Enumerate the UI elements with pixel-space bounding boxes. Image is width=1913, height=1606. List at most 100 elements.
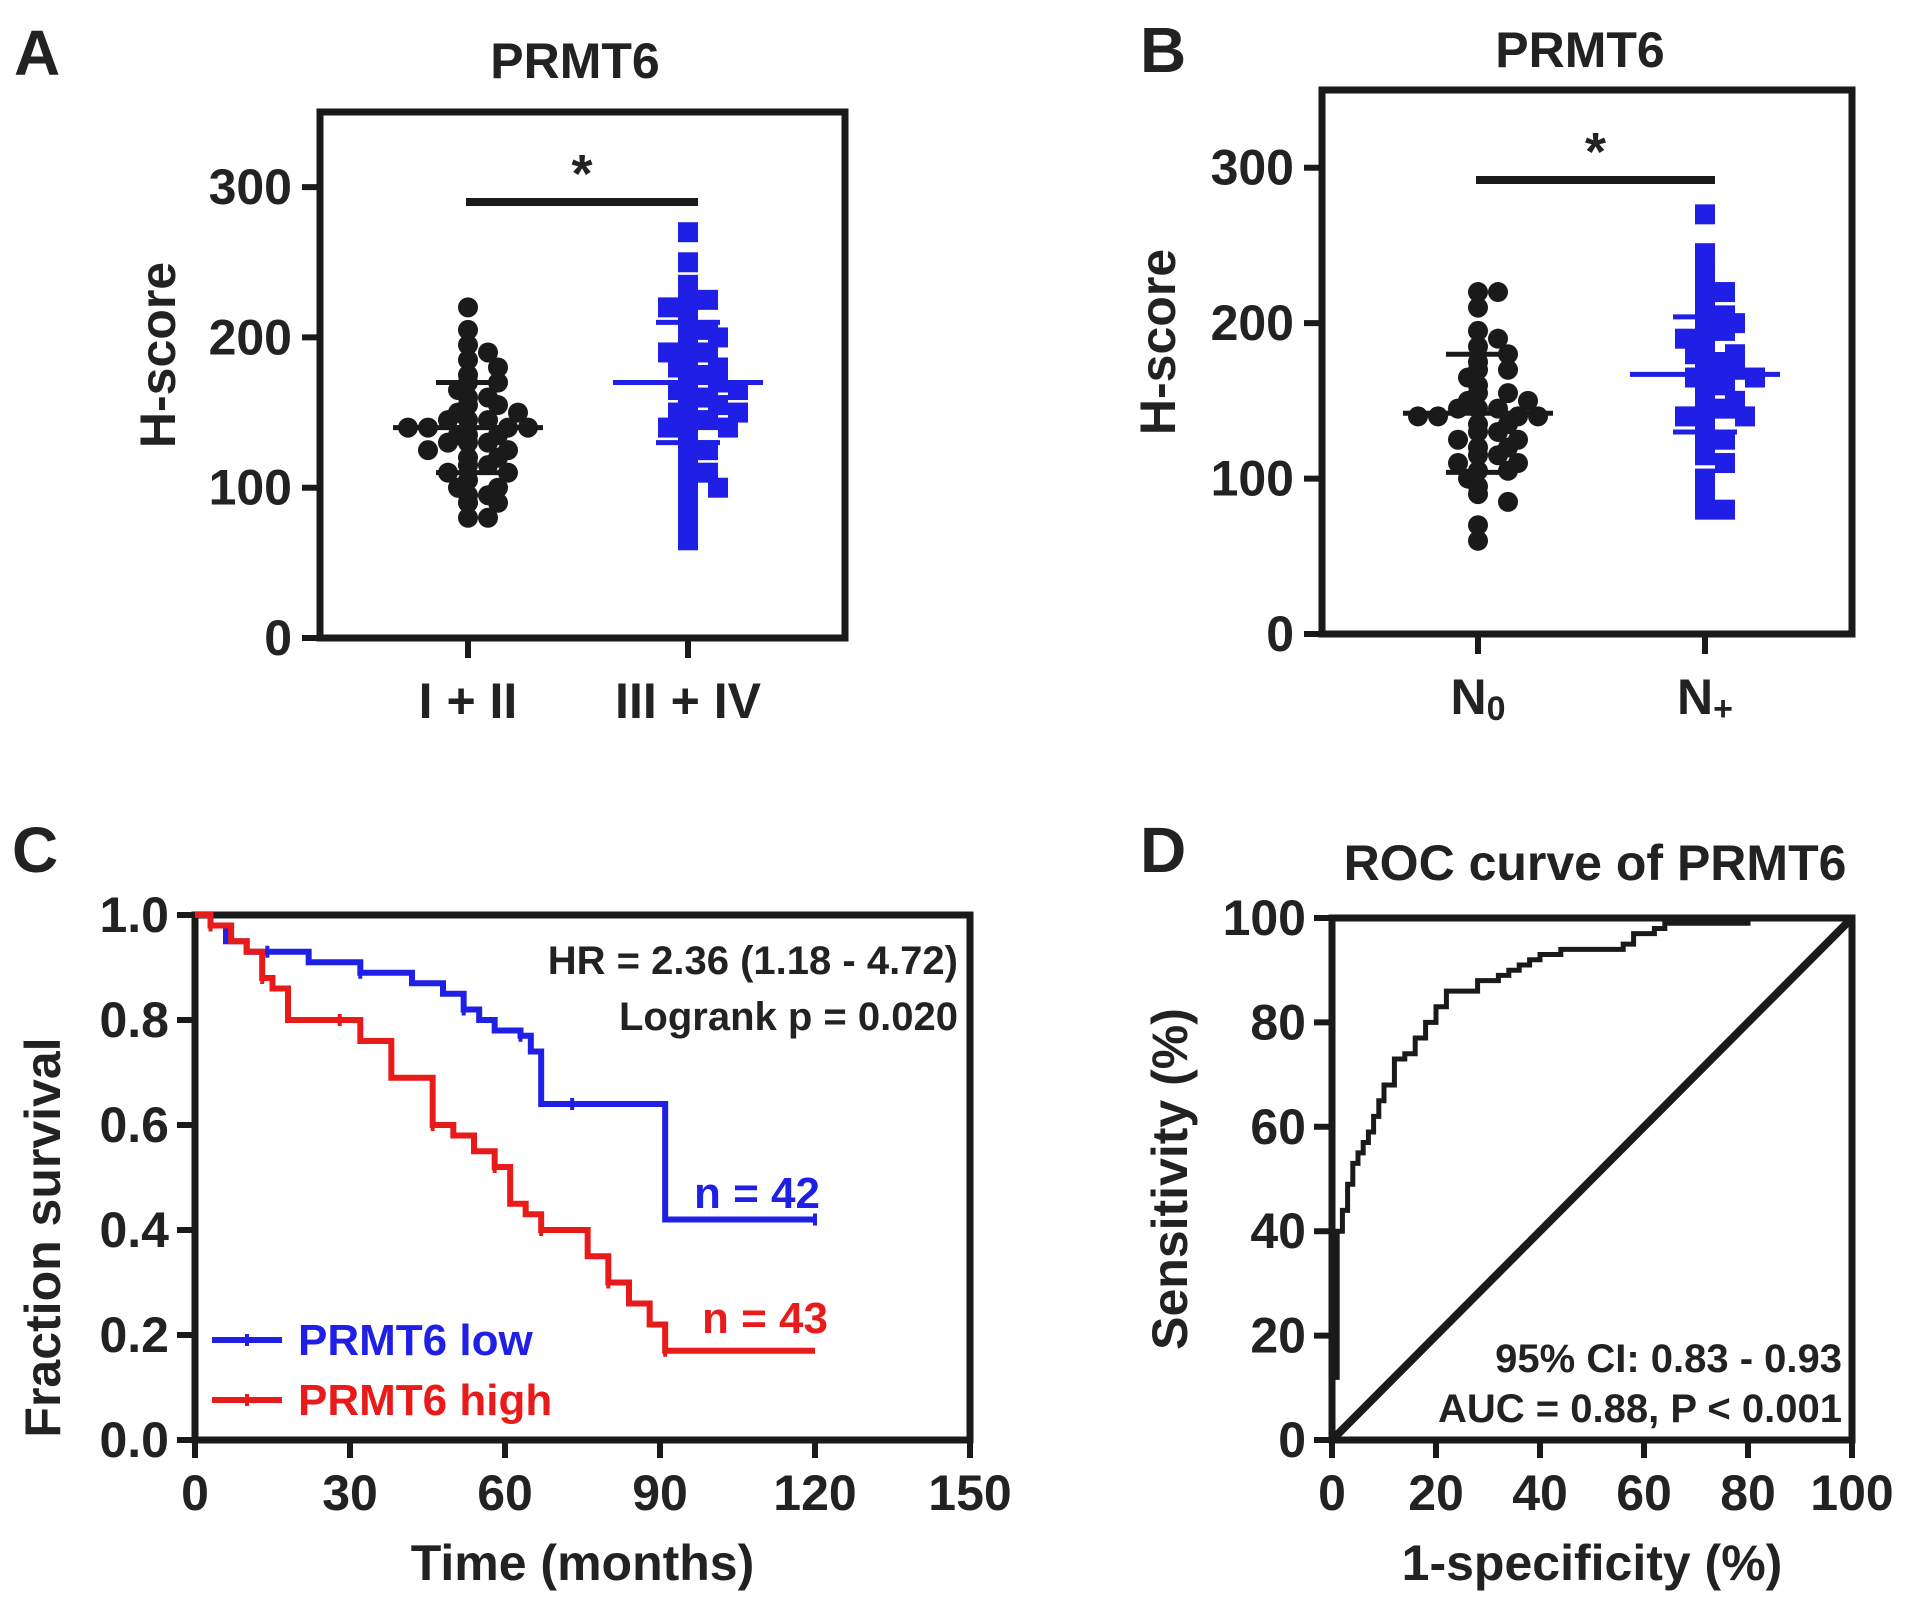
y-tick-label: 100: [1223, 890, 1306, 946]
data-point: [678, 500, 698, 521]
x-tick-label: 100: [1810, 1465, 1893, 1521]
panel-d: D ROC curve of PRMT6 0 20 40 60 80 100 0 20 40 60 80…: [1140, 814, 1894, 1591]
data-point: [458, 349, 478, 370]
data-point: [438, 432, 458, 453]
x-axis-label: 1-specificity (%): [1402, 1535, 1783, 1591]
x-tick-label: 120: [773, 1465, 856, 1521]
panel-letter: D: [1140, 814, 1186, 886]
x-tick-label: 20: [1408, 1465, 1464, 1521]
panel-title: ROC curve of PRMT6: [1344, 835, 1847, 891]
panel-title: PRMT6: [490, 33, 659, 89]
n-label-low: n = 42: [694, 1169, 820, 1218]
legend-label-low: PRMT6 low: [298, 1316, 533, 1365]
data-point: [678, 530, 698, 551]
x-tick-label-sub: 0: [1487, 690, 1506, 728]
data-point: [1715, 282, 1735, 303]
y-axis-label: Sensitivity (%): [1142, 1008, 1198, 1350]
data-point: [1468, 297, 1488, 318]
data-point: [1468, 484, 1488, 505]
roc-curve: [1329, 915, 1852, 1440]
plot-frame: [1328, 914, 1856, 1444]
logrank-annotation: Logrank p = 0.020: [619, 995, 958, 1039]
y-axis-label: H-score: [130, 262, 186, 448]
data-point: [658, 297, 678, 318]
data-point: [458, 319, 478, 340]
auc-annotation: AUC = 0.88, P < 0.001: [1438, 1387, 1842, 1431]
x-tick-label: 0: [1318, 1465, 1346, 1521]
y-tick-label: 0: [1266, 606, 1294, 662]
y-tick-label: 0.4: [99, 1202, 169, 1258]
data-point: [698, 342, 718, 363]
data-point: [708, 327, 728, 348]
data-point: [698, 462, 718, 483]
data-point: [1695, 274, 1715, 295]
y-tick-label: 200: [1211, 295, 1294, 351]
x-tick-label: 80: [1720, 1465, 1776, 1521]
y-tick-label: 0.0: [99, 1412, 169, 1468]
data-point: [678, 515, 698, 536]
data-point: [1518, 390, 1538, 411]
data-point: [698, 440, 718, 461]
x-tick-label: 0: [181, 1465, 209, 1521]
data-point: [678, 470, 698, 491]
y-tick-label: 0.8: [99, 992, 169, 1048]
ci-annotation: 95% CI: 0.83 - 0.93: [1495, 1337, 1842, 1381]
data-point: [658, 417, 678, 438]
data-point: [458, 492, 478, 513]
data-point: [698, 289, 718, 310]
data-point: [728, 380, 748, 401]
y-tick-label: 40: [1250, 1203, 1306, 1259]
x-tick-label: III + IV: [615, 673, 762, 729]
data-point: [678, 455, 698, 476]
data-point: [478, 342, 498, 363]
y-tick-label: 100: [209, 460, 292, 516]
data-point: [1528, 406, 1548, 427]
data-point: [1408, 406, 1428, 427]
panel-c: C 0 30 60 90 120 150 0.0 0.2 0.4 0.6 0.8 1.0 Time (mo…: [12, 814, 1012, 1591]
y-tick-label: 200: [209, 309, 292, 365]
y-tick-label: 0.6: [99, 1097, 169, 1153]
data-point: [488, 395, 508, 416]
panel-letter: B: [1140, 14, 1186, 86]
data-point: [1448, 429, 1468, 450]
data-point: [678, 222, 698, 243]
data-point: [678, 274, 698, 295]
data-point: [1695, 204, 1715, 225]
data-point: [728, 402, 748, 423]
data-point: [1498, 383, 1518, 404]
x-tick-label: 150: [928, 1465, 1011, 1521]
data-point: [1488, 328, 1508, 349]
data-point: [1695, 250, 1715, 271]
data-point: [508, 402, 528, 423]
x-tick-label: 60: [1616, 1465, 1672, 1521]
n-label-high: n = 43: [702, 1294, 828, 1343]
data-point: [678, 485, 698, 506]
data-point: [1715, 453, 1735, 474]
data-point: [458, 297, 478, 318]
x-tick-label-main: N: [1677, 669, 1713, 725]
data-point: [708, 477, 728, 498]
data-point: [1715, 429, 1735, 450]
data-point: [1498, 359, 1518, 380]
x-tick-label: 30: [322, 1465, 378, 1521]
data-point: [1675, 406, 1695, 427]
data-point: [1715, 375, 1735, 396]
data-point: [1715, 398, 1735, 419]
x-tick-label: 90: [632, 1465, 688, 1521]
data-point: [1695, 499, 1715, 520]
data-point: [698, 410, 718, 431]
data-point: [1498, 491, 1518, 512]
y-tick-label: 20: [1250, 1308, 1306, 1364]
data-point: [478, 507, 498, 528]
data-point: [658, 342, 678, 363]
x-tick-label: N+: [1677, 669, 1733, 728]
significance-star: *: [571, 144, 592, 204]
data-point: [1488, 445, 1508, 466]
data-point: [1695, 297, 1715, 318]
data-point: [1428, 406, 1448, 427]
data-point: [678, 289, 698, 310]
x-tick-label-main: N: [1450, 669, 1486, 725]
y-tick-label: 60: [1250, 1099, 1306, 1155]
x-tick-label: N0: [1450, 669, 1505, 728]
y-tick-label: 300: [209, 159, 292, 215]
